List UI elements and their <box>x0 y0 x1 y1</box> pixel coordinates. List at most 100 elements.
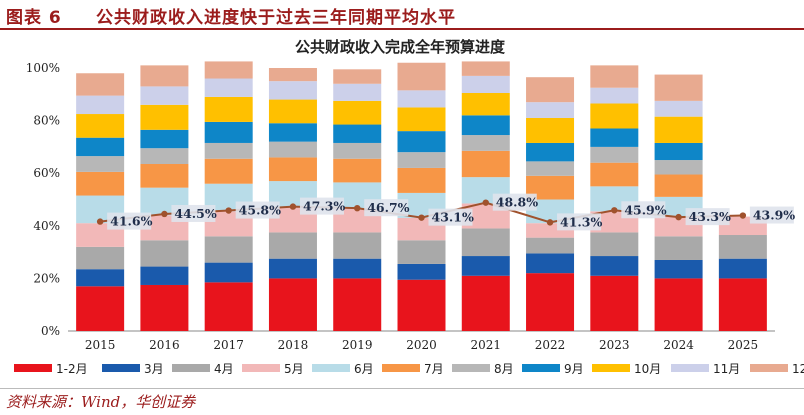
chart-title: 公共财政收入完成全年预算进度 <box>295 38 506 56</box>
bar-segment <box>654 259 703 279</box>
bar-segment <box>526 273 575 331</box>
bar-segment <box>397 279 446 331</box>
line-point <box>225 207 232 214</box>
bar-segment <box>204 262 253 283</box>
bar-segment <box>461 275 510 331</box>
legend-label: 11月 <box>713 362 740 376</box>
bar-segment <box>397 90 446 108</box>
data-label: 43.9% <box>753 208 795 223</box>
legend-swatch <box>312 364 350 372</box>
x-tick-label: 2016 <box>149 338 180 352</box>
bar-segment <box>397 152 446 168</box>
data-label-bg <box>749 206 794 224</box>
bar-segment <box>461 92 510 116</box>
bar-segment <box>590 232 639 257</box>
data-label: 44.5% <box>174 206 216 221</box>
bar-segment <box>718 258 767 279</box>
bar-segment <box>76 171 125 196</box>
x-tick-label: 2024 <box>663 338 694 352</box>
y-tick-label: 60% <box>33 166 60 180</box>
bar-segment <box>76 269 125 287</box>
bar-segment <box>654 278 703 331</box>
bars <box>76 61 767 331</box>
data-label: 47.3% <box>303 199 345 214</box>
line-point <box>611 207 618 214</box>
line-point <box>418 214 425 221</box>
bar-segment <box>268 99 317 124</box>
bar-segment <box>204 142 253 159</box>
bar-segment <box>204 61 253 79</box>
bar-segment <box>526 77 575 103</box>
y-tick-label: 80% <box>33 114 60 128</box>
bar-segment <box>76 114 125 138</box>
legend-label: 10月 <box>634 362 661 376</box>
legend-label: 6月 <box>354 362 374 376</box>
data-label-bg <box>685 208 730 226</box>
line-point <box>482 199 489 206</box>
bar-segment <box>76 246 125 270</box>
bar-segment <box>76 286 125 331</box>
bar-segment <box>590 103 639 129</box>
bar-segment <box>268 81 317 100</box>
bar-segment <box>654 74 703 101</box>
legend-label: 5月 <box>284 362 304 376</box>
data-label: 41.6% <box>110 214 152 229</box>
legend-label: 7月 <box>424 362 444 376</box>
bar-segment <box>140 266 189 285</box>
bar-segment <box>654 236 703 260</box>
legend-label: 3月 <box>144 362 164 376</box>
bar-segment <box>140 240 189 267</box>
x-tick-label: 2022 <box>535 338 566 352</box>
y-tick-label: 100% <box>26 61 60 75</box>
bar-segment <box>590 128 639 147</box>
legend: 1-2月3月4月5月6月7月8月9月10月11月12月1-5月 <box>14 362 804 376</box>
bar-segment <box>333 158 382 183</box>
bar-segment <box>333 278 382 331</box>
bar-segment <box>397 167 446 193</box>
bar-segment <box>76 95 125 115</box>
x-tick-label: 2021 <box>470 338 501 352</box>
x-tick-label: 2019 <box>342 338 373 352</box>
x-tick-label: 2015 <box>85 338 116 352</box>
x-tick-label: 2025 <box>728 338 759 352</box>
bar-segment <box>397 131 446 153</box>
x-tick-label: 2020 <box>406 338 437 352</box>
bar-segment <box>654 100 703 117</box>
bar-segment <box>204 236 253 263</box>
bar-segment <box>590 146 639 163</box>
data-label: 46.7% <box>367 200 409 215</box>
bar-segment <box>461 228 510 257</box>
bar-segment <box>526 161 575 176</box>
line-point <box>354 204 361 212</box>
bar-segment <box>654 174 703 197</box>
data-label-bg <box>107 212 152 230</box>
bar-segment <box>333 83 382 101</box>
bar-segment <box>526 142 575 162</box>
bar-segment <box>140 148 189 164</box>
legend-swatch <box>452 364 490 372</box>
bar-segment <box>333 124 382 143</box>
legend-label: 1-2月 <box>56 362 88 376</box>
bar-segment <box>333 258 382 279</box>
axes: 0% 20% 40% 60% 80% 100% 2015 2016 2017 2018 2019 20… <box>26 61 775 352</box>
bar-segment <box>268 123 317 142</box>
bar-segment <box>204 78 253 97</box>
figure-header: 图表 6 公共财政收入进度快于过去三年同期平均水平 <box>0 0 804 30</box>
bar-segment <box>140 163 189 188</box>
bar-segment <box>590 65 639 88</box>
data-label-bg <box>621 201 666 219</box>
bar-segment <box>654 160 703 175</box>
bar-segment <box>140 104 189 130</box>
bar-segment <box>204 96 253 122</box>
bar-segment <box>526 175 575 200</box>
bar-segment <box>268 68 317 82</box>
x-tick-label: 2018 <box>278 338 309 352</box>
data-label-bg <box>235 201 280 219</box>
y-tick-label: 0% <box>41 324 60 338</box>
bar-segment <box>268 232 317 259</box>
bar-segment <box>333 232 382 259</box>
stacked-bar-chart: 公共财政收入完成全年预算进度 0% 20% 40% 60% 80% 100% 2015 201… <box>14 38 804 376</box>
bar-segment <box>204 282 253 331</box>
legend-swatch <box>14 364 52 372</box>
bar-segment <box>590 256 639 276</box>
